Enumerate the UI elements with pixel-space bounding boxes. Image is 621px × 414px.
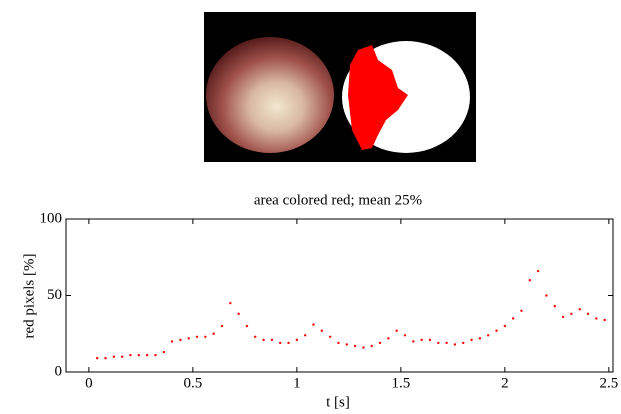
data-point xyxy=(104,357,107,360)
data-point xyxy=(470,338,473,342)
data-point xyxy=(112,355,116,358)
data-point xyxy=(370,344,373,348)
data-point xyxy=(212,332,215,335)
data-point xyxy=(445,341,448,345)
data-point xyxy=(145,353,149,357)
data-point xyxy=(287,341,290,345)
data-point xyxy=(595,317,598,320)
data-point xyxy=(553,305,556,308)
data-point xyxy=(362,346,365,349)
endoscope-screenshot xyxy=(204,12,476,162)
data-point xyxy=(245,324,249,328)
data-point xyxy=(195,335,199,339)
data-point xyxy=(462,341,465,345)
x-tick-label: 0 xyxy=(85,375,93,391)
data-point xyxy=(328,335,332,339)
y-tick-label: 100 xyxy=(40,210,63,226)
data-point xyxy=(262,338,265,342)
x-tick-label: 2 xyxy=(501,375,509,391)
data-point xyxy=(437,341,440,345)
data-point xyxy=(387,337,390,340)
y-axis-label: red pixels [%] xyxy=(21,254,37,339)
data-point xyxy=(303,334,307,337)
data-point xyxy=(570,312,573,316)
data-point xyxy=(511,317,515,320)
x-tick-label: 0.5 xyxy=(183,375,202,391)
data-point xyxy=(295,338,299,342)
data-point xyxy=(428,338,432,342)
data-point xyxy=(545,294,548,297)
data-point xyxy=(229,301,232,305)
data-point xyxy=(162,350,165,354)
red-mask-region xyxy=(348,45,408,150)
data-point xyxy=(320,329,324,332)
data-point xyxy=(187,337,190,340)
data-point xyxy=(312,323,315,326)
data-point xyxy=(179,338,182,342)
data-point xyxy=(495,329,498,332)
data-point xyxy=(279,341,282,345)
data-point xyxy=(337,341,340,345)
data-point xyxy=(503,324,507,328)
data-point xyxy=(137,353,140,357)
data-point xyxy=(420,338,423,342)
data-point xyxy=(345,343,348,346)
data-point xyxy=(237,312,240,316)
data-point xyxy=(120,355,124,358)
data-point xyxy=(412,340,415,343)
data-point xyxy=(561,315,565,319)
data-point xyxy=(453,343,457,346)
data-point xyxy=(478,337,482,340)
data-point xyxy=(170,340,174,343)
y-tick-label: 50 xyxy=(47,287,62,303)
data-point xyxy=(578,308,581,311)
plot-frame xyxy=(65,218,614,373)
x-tick-label: 1.5 xyxy=(391,375,410,391)
data-point xyxy=(528,279,532,282)
data-point xyxy=(154,353,157,357)
data-point xyxy=(204,335,207,339)
chart-title: area colored red; mean 25% xyxy=(254,192,422,208)
data-point xyxy=(270,338,274,342)
data-point xyxy=(586,312,590,316)
data-point xyxy=(520,309,523,312)
data-point xyxy=(129,353,132,357)
data-point xyxy=(353,344,357,348)
camera-image xyxy=(206,37,334,153)
data-point xyxy=(395,329,398,332)
x-tick-label: 2.5 xyxy=(599,375,618,391)
data-point xyxy=(403,334,407,337)
data-point xyxy=(487,334,490,337)
data-point xyxy=(603,318,606,322)
y-tick-label: 0 xyxy=(55,363,63,379)
data-point xyxy=(95,357,99,360)
data-point xyxy=(220,324,224,328)
x-axis-label: t [s] xyxy=(326,394,350,409)
x-tick-label: 1 xyxy=(293,375,301,391)
data-point xyxy=(536,269,540,273)
data-point xyxy=(378,341,382,345)
data-point xyxy=(254,335,257,339)
